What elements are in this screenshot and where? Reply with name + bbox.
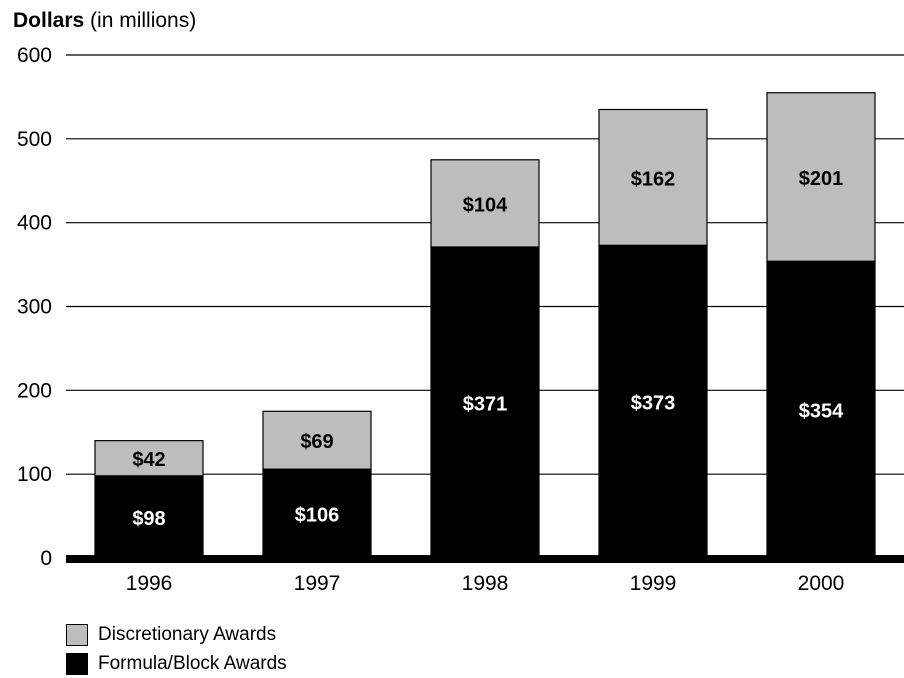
data-label-formula-block: $106 xyxy=(295,505,340,527)
x-axis-baseline xyxy=(66,555,904,563)
x-tick-label: 1999 xyxy=(630,572,677,595)
data-label-formula-block: $98 xyxy=(132,508,165,530)
legend-item-discretionary: Discretionary Awards xyxy=(66,620,287,649)
legend-label-formula-block: Formula/Block Awards xyxy=(98,652,287,674)
legend-item-formula-block: Formula/Block Awards xyxy=(66,649,287,678)
legend: Discretionary Awards Formula/Block Award… xyxy=(66,620,287,678)
bar-discretionary xyxy=(598,108,708,246)
y-axis-title-unit: (in millions) xyxy=(90,9,197,32)
legend-label-discretionary: Discretionary Awards xyxy=(98,623,277,645)
y-axis-title-bold: Dollars xyxy=(13,9,85,32)
data-label-formula-block: $371 xyxy=(463,393,508,415)
stacked-bar-chart: 0 100 200 300 400 500 600 $98 $42 1996 $106 $69 1997… xyxy=(17,44,904,595)
x-tick-label: 1996 xyxy=(126,572,173,595)
bar-formula-block xyxy=(598,244,708,559)
x-tick-label: 1997 xyxy=(294,572,341,595)
data-label-discretionary: $201 xyxy=(799,168,844,190)
data-label-discretionary: $42 xyxy=(132,449,165,471)
data-label-discretionary: $162 xyxy=(631,168,676,190)
bar-formula-block xyxy=(766,260,876,559)
y-tick-label: 0 xyxy=(40,547,52,570)
x-tick-label: 1998 xyxy=(462,572,509,595)
bar-discretionary xyxy=(262,410,372,470)
y-axis-title: Dollars (in millions) xyxy=(13,9,196,33)
y-tick-label: 300 xyxy=(17,296,52,319)
data-label-formula-block: $373 xyxy=(631,393,676,415)
data-label-formula-block: $354 xyxy=(799,401,844,423)
y-tick-label: 100 xyxy=(17,463,52,486)
y-tick-label: 600 xyxy=(17,44,52,67)
legend-swatch-formula-block xyxy=(66,652,88,675)
y-tick-label: 400 xyxy=(17,212,52,235)
legend-swatch-discretionary xyxy=(66,623,88,646)
y-tick-label: 200 xyxy=(17,379,52,402)
data-label-discretionary: $104 xyxy=(463,194,508,216)
bar-discretionary xyxy=(94,440,204,477)
bar-discretionary xyxy=(766,92,876,262)
x-tick-label: 2000 xyxy=(798,572,845,595)
y-tick-label: 500 xyxy=(17,128,52,151)
data-label-discretionary: $69 xyxy=(300,431,333,453)
bar-discretionary xyxy=(430,159,540,248)
